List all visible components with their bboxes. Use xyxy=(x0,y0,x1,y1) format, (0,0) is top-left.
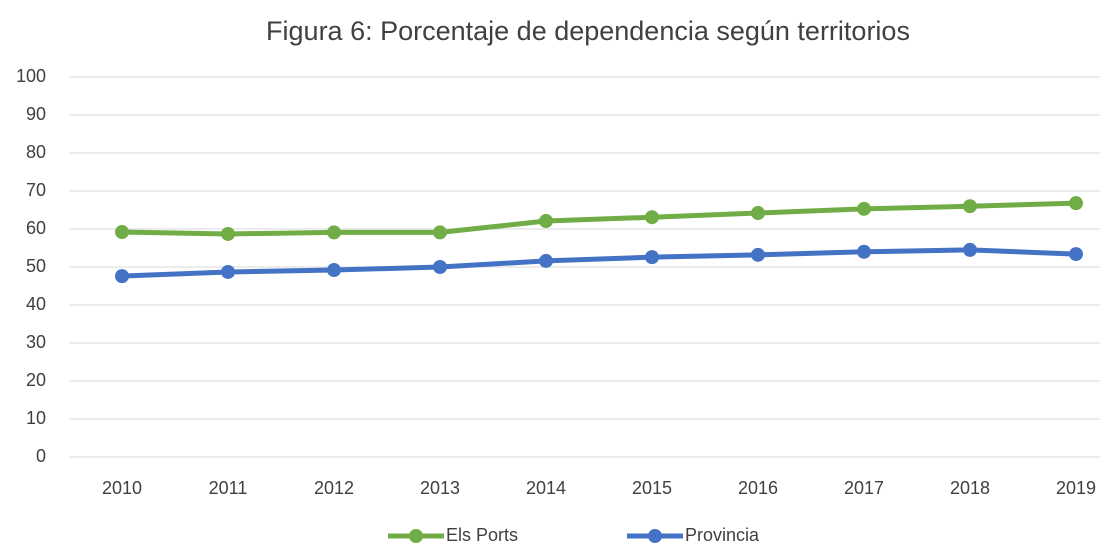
x-tick-label: 2019 xyxy=(1056,478,1096,498)
legend-marker xyxy=(409,529,423,543)
x-tick-label: 2015 xyxy=(632,478,672,498)
y-tick-label: 70 xyxy=(26,180,46,200)
point xyxy=(963,242,977,257)
point xyxy=(857,244,871,259)
point xyxy=(751,247,765,262)
point xyxy=(115,269,129,284)
y-tick-label: 20 xyxy=(26,370,46,390)
y-tick-label: 80 xyxy=(26,142,46,162)
x-tick-label: 2014 xyxy=(526,478,566,498)
point xyxy=(327,225,341,240)
point xyxy=(751,206,765,221)
series-line xyxy=(121,200,1077,237)
legend-label: Els Ports xyxy=(446,525,518,544)
point xyxy=(115,225,129,240)
point xyxy=(539,253,553,268)
x-tick-label: 2017 xyxy=(844,478,884,498)
y-tick-label: 90 xyxy=(26,104,46,124)
point xyxy=(433,260,447,274)
legend-marker xyxy=(648,529,662,543)
series-line xyxy=(121,247,1077,279)
point xyxy=(433,225,447,240)
point xyxy=(857,201,871,216)
x-tick-label: 2018 xyxy=(950,478,990,498)
x-tick-label: 2012 xyxy=(314,478,354,498)
point xyxy=(963,199,977,214)
point xyxy=(645,210,659,225)
point xyxy=(645,250,659,265)
y-tick-label: 40 xyxy=(26,294,46,314)
x-tick-label: 2011 xyxy=(209,478,248,498)
x-tick-label: 2010 xyxy=(102,478,142,498)
x-tick-label: 2016 xyxy=(738,478,778,498)
point xyxy=(327,263,341,278)
legend-label: Provincia xyxy=(685,525,760,544)
y-tick-label: 60 xyxy=(26,218,46,238)
y-tick-label: 10 xyxy=(26,408,46,428)
y-tick-label: 50 xyxy=(26,256,46,276)
point xyxy=(221,264,235,279)
point xyxy=(1069,196,1083,211)
y-tick-label: 0 xyxy=(36,446,46,466)
x-tick-label: 2013 xyxy=(420,478,460,498)
y-tick-label: 100 xyxy=(16,66,46,86)
point xyxy=(1069,247,1083,262)
point xyxy=(221,226,235,241)
y-tick-label: 30 xyxy=(26,332,46,352)
chart-title: Figura 6: Porcentaje de dependencia segú… xyxy=(266,16,910,46)
point xyxy=(539,214,553,229)
